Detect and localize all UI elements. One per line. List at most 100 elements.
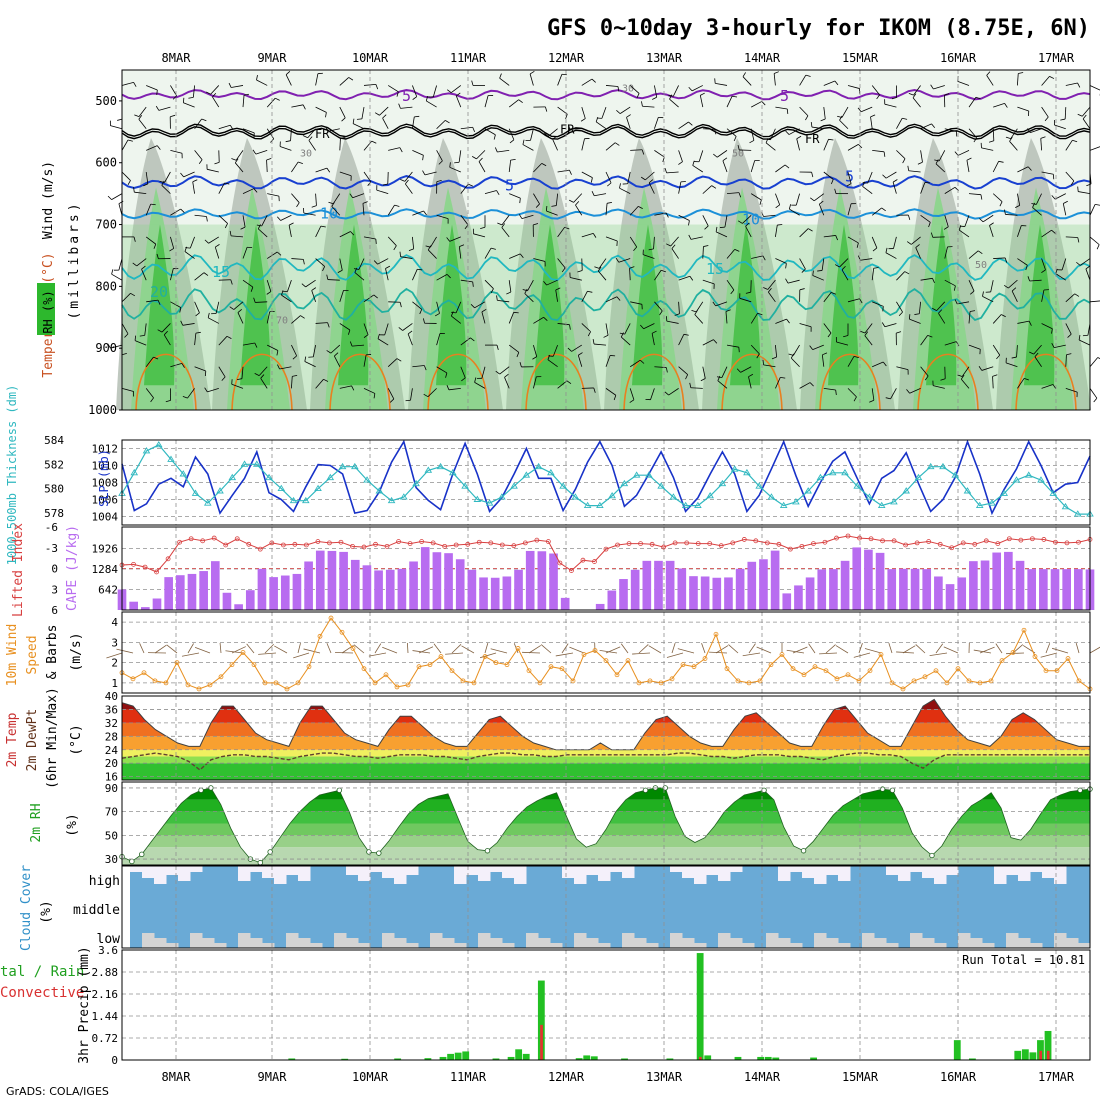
wind-barb [595,121,607,130]
cape-bar [782,593,792,610]
wind-barb [180,208,185,213]
thickness-point [203,499,212,506]
wind-barb [931,123,936,128]
wind-barb [784,164,790,169]
wind-barb [339,171,352,177]
wind-barb [799,74,807,86]
wind-barb [182,395,188,399]
wind-barb [448,387,461,391]
wind-barb [920,366,929,377]
wind-barb [902,117,908,120]
wind-barb [133,187,135,193]
date-label-bottom: 12MAR [548,1070,585,1084]
cape-bar [770,550,780,610]
wind-barb [914,313,920,315]
wind10-point [306,664,312,670]
wind-barb [242,342,255,346]
thickness-point [718,479,727,487]
wind-barb [836,341,849,346]
wind-barb [155,105,160,111]
wind-barb [630,301,643,305]
wind-barb [762,255,766,261]
wind-barb [652,96,657,100]
wind-barb [423,210,427,216]
cloud-low-gap [970,938,983,948]
li-point [419,539,425,544]
wind-barb [339,106,346,118]
li-point [926,539,932,544]
wind-barb [266,97,276,108]
thickness-point [853,482,861,489]
wind10-barb [326,643,332,654]
wind-barb [594,193,607,197]
temp-band [122,736,1090,750]
li-tick-label: 0 [51,563,58,576]
wind-barb [529,70,535,75]
precip-total-bar [583,1055,591,1060]
wind-barb [1093,397,1098,403]
cape-bar [922,569,932,610]
wind-barb [541,163,547,167]
wind-barb [134,340,147,346]
cloud-label-low: low [97,932,121,947]
thickness-point [277,484,286,492]
wind-barb [533,316,544,324]
thickness-point [694,501,702,509]
wind-barb [497,149,510,153]
wind-barb [750,128,755,141]
wind-barb [670,236,679,247]
thickness-point [1012,476,1021,483]
li-point [1006,536,1012,542]
wind-barb [422,170,426,176]
upper-ylabel-rh: RH (%) [41,290,55,333]
cape-bar [794,585,803,610]
wind-barb [1032,207,1042,216]
wind-barb [762,359,764,365]
wind-barb [692,160,695,166]
wind10-point [240,650,246,655]
wind10-barb [979,646,995,654]
wind10-point [174,660,180,666]
cape-bar [607,590,617,610]
wind-barb [1082,118,1091,129]
wind10-barb [445,652,464,655]
isotherm-label: 5 [780,87,789,105]
wind-barb [884,103,897,108]
wind-barb [981,147,994,151]
wind-barb [557,380,568,389]
thickness-point [252,460,261,467]
li-point [350,543,355,549]
wind-barb [1040,138,1042,151]
wind10-point [185,682,191,688]
wind-barb [455,95,462,108]
wind-barb [124,333,129,338]
wind-barb [255,149,268,155]
wind-barb [308,140,316,151]
wind-barb [1027,166,1032,171]
wind-barb [1065,82,1078,86]
wind10-barb [896,651,915,654]
wind-barb [266,311,271,324]
wind-barb [384,323,389,336]
li-point [430,540,436,546]
wind-barb [218,182,225,194]
wind-barb [767,279,776,290]
wind-barb [775,204,780,209]
wind-barb [504,377,510,389]
wind-barb [862,182,868,184]
wind10-point [746,680,752,686]
wind-barb [436,274,448,281]
cape-bar [129,601,138,610]
wind-barb [398,327,403,331]
li-line [121,535,1091,573]
wind-barb [543,316,548,322]
cape-bar [374,570,383,610]
wind-barb [387,85,399,93]
li-point [1018,537,1024,543]
wind-barb [240,226,246,230]
li-point [269,540,275,546]
cape-bar [210,561,220,610]
wind-barb [907,165,910,171]
wind-barb [799,228,809,238]
wind-barb [133,82,137,87]
